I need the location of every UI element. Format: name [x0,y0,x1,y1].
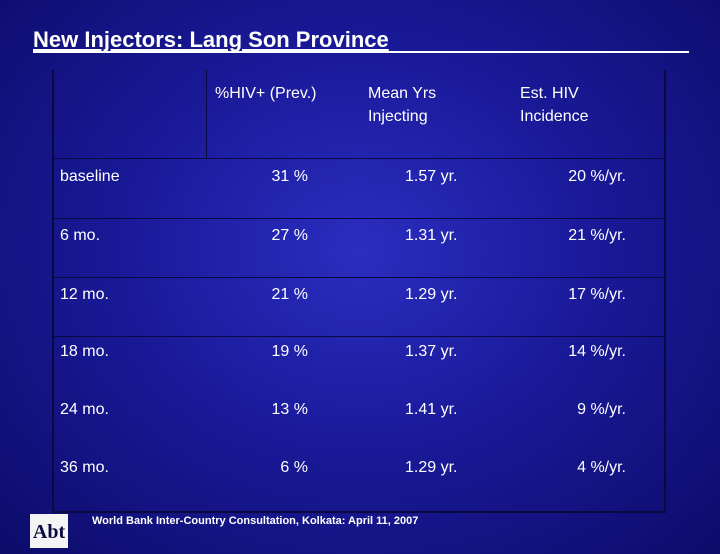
footer-text: World Bank Inter-Country Consultation, K… [92,515,419,527]
slide-title: New Injectors: Lang Son Province [33,27,389,52]
table-cell: 1.29 yr. [405,286,458,303]
table-cell: 31 % [271,168,308,185]
table-cell: 13 % [271,401,308,418]
logo: Abt [30,514,68,548]
row-rule [52,277,666,278]
table-cell: 27 % [271,227,308,244]
row-rule [52,336,666,337]
row-label: 18 mo. [60,343,109,360]
table-border [52,511,666,513]
table-cell: 14 %/yr. [568,343,626,360]
row-rule [52,218,666,219]
table-cell: 1.57 yr. [405,168,458,185]
table-border [52,70,54,513]
table-cell: 1.37 yr. [405,343,458,360]
row-label: 6 mo. [60,227,101,244]
row-label: 24 mo. [60,401,109,418]
title-rule [33,51,689,53]
table-cell: 20 %/yr. [568,168,626,185]
row-rule [52,158,666,159]
column-header: Est. HIV Incidence [520,85,589,125]
table-border [206,70,207,158]
column-header: %HIV+ (Prev.) [215,85,317,102]
table-border [664,70,666,513]
table-cell: 19 % [271,343,308,360]
row-label: 36 mo. [60,459,109,476]
table-cell: 6 % [280,459,308,476]
table-cell: 1.29 yr. [405,459,458,476]
table-cell: 17 %/yr. [568,286,626,303]
table-cell: 9 %/yr. [577,401,626,418]
column-header: Mean Yrs Injecting [368,85,437,125]
table-cell: 4 %/yr. [577,459,626,476]
table-cell: 21 %/yr. [568,227,626,244]
table-cell: 1.41 yr. [405,401,458,418]
table-cell: 21 % [271,286,308,303]
row-label: baseline [60,168,120,185]
row-label: 12 mo. [60,286,109,303]
table-cell: 1.31 yr. [405,227,458,244]
